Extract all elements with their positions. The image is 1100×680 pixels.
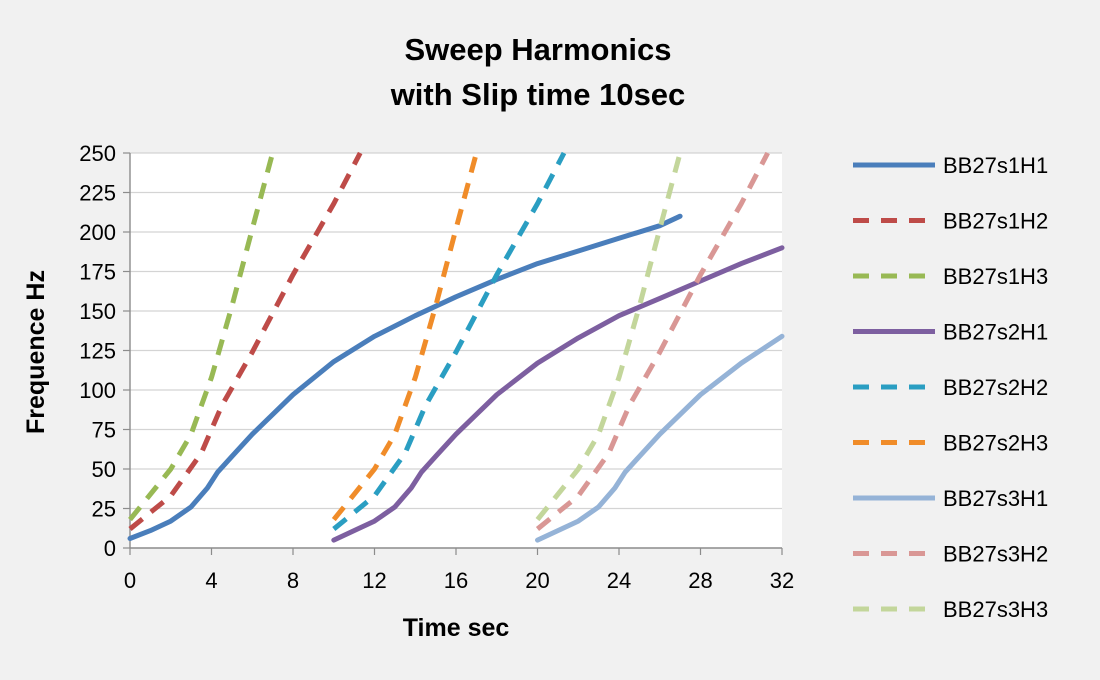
chart-title: Sweep Harmonics	[404, 32, 671, 67]
x-tick-label: 28	[688, 568, 712, 593]
series-line-bb27s3h3	[535, 152, 683, 522]
y-tick-label: 75	[92, 418, 116, 443]
legend-label-bb27s3h2: BB27s3H2	[943, 542, 1048, 567]
series-lines	[127, 151, 785, 543]
legend-label-bb27s3h1: BB27s3H1	[943, 486, 1048, 511]
y-axis-title: Frequence Hz	[22, 270, 50, 434]
x-tick-label: 20	[525, 568, 549, 593]
legend-label-bb27s1h2: BB27s1H2	[943, 209, 1048, 234]
x-tick-label: 16	[444, 568, 468, 593]
y-tick-label: 125	[79, 339, 116, 364]
y-tick-label: 250	[79, 141, 116, 166]
x-tick-label: 12	[362, 568, 386, 593]
series-line-bb27s1h3	[128, 152, 276, 522]
y-axis: 0 25 50 75 100 125 150 175 200 225 250	[79, 141, 131, 561]
y-tick-label: 100	[79, 378, 116, 403]
legend-label-bb27s2h1: BB27s2H1	[943, 320, 1048, 345]
legend-label-bb27s1h1: BB27s1H1	[943, 153, 1048, 178]
x-tick-label: 32	[770, 568, 794, 593]
legend: BB27s1H1 BB27s1H2 BB27s1H3 BB27s2H1 BB27s2H2…	[853, 153, 1048, 622]
y-tick-label: 0	[104, 536, 116, 561]
legend-label-bb27s1h3: BB27s1H3	[943, 264, 1048, 289]
legend-label-bb27s2h3: BB27s2H3	[943, 431, 1048, 456]
y-tick-label: 175	[79, 260, 116, 285]
series-line-bb27s2h3	[331, 152, 479, 522]
x-axis-title: Time sec	[403, 614, 510, 642]
grid-lines	[130, 152, 782, 510]
y-tick-label: 50	[92, 457, 116, 482]
y-tick-label: 150	[79, 299, 116, 324]
series-line-bb27s2h2	[332, 151, 567, 531]
x-tick-label: 0	[124, 568, 136, 593]
x-tick-label: 8	[287, 568, 299, 593]
series-line-bb27s3h1	[535, 333, 785, 543]
series-line-bb27s1h2	[128, 151, 363, 531]
x-axis: 0 4 8 12 16 20 24 28 32	[124, 547, 794, 593]
x-tick-label: 4	[205, 568, 217, 593]
chart-subtitle: with Slip time 10sec	[390, 77, 686, 112]
series-line-bb27s1h1	[127, 213, 683, 541]
series-line-bb27s3h2	[535, 151, 770, 531]
series-line-bb27s2h1	[331, 245, 785, 543]
legend-label-bb27s3h3: BB27s3H3	[943, 597, 1048, 622]
x-tick-label: 24	[607, 568, 631, 593]
y-tick-label: 200	[79, 220, 116, 245]
y-tick-label: 225	[79, 181, 116, 206]
y-tick-label: 25	[92, 497, 116, 522]
legend-label-bb27s2h2: BB27s2H2	[943, 375, 1048, 400]
